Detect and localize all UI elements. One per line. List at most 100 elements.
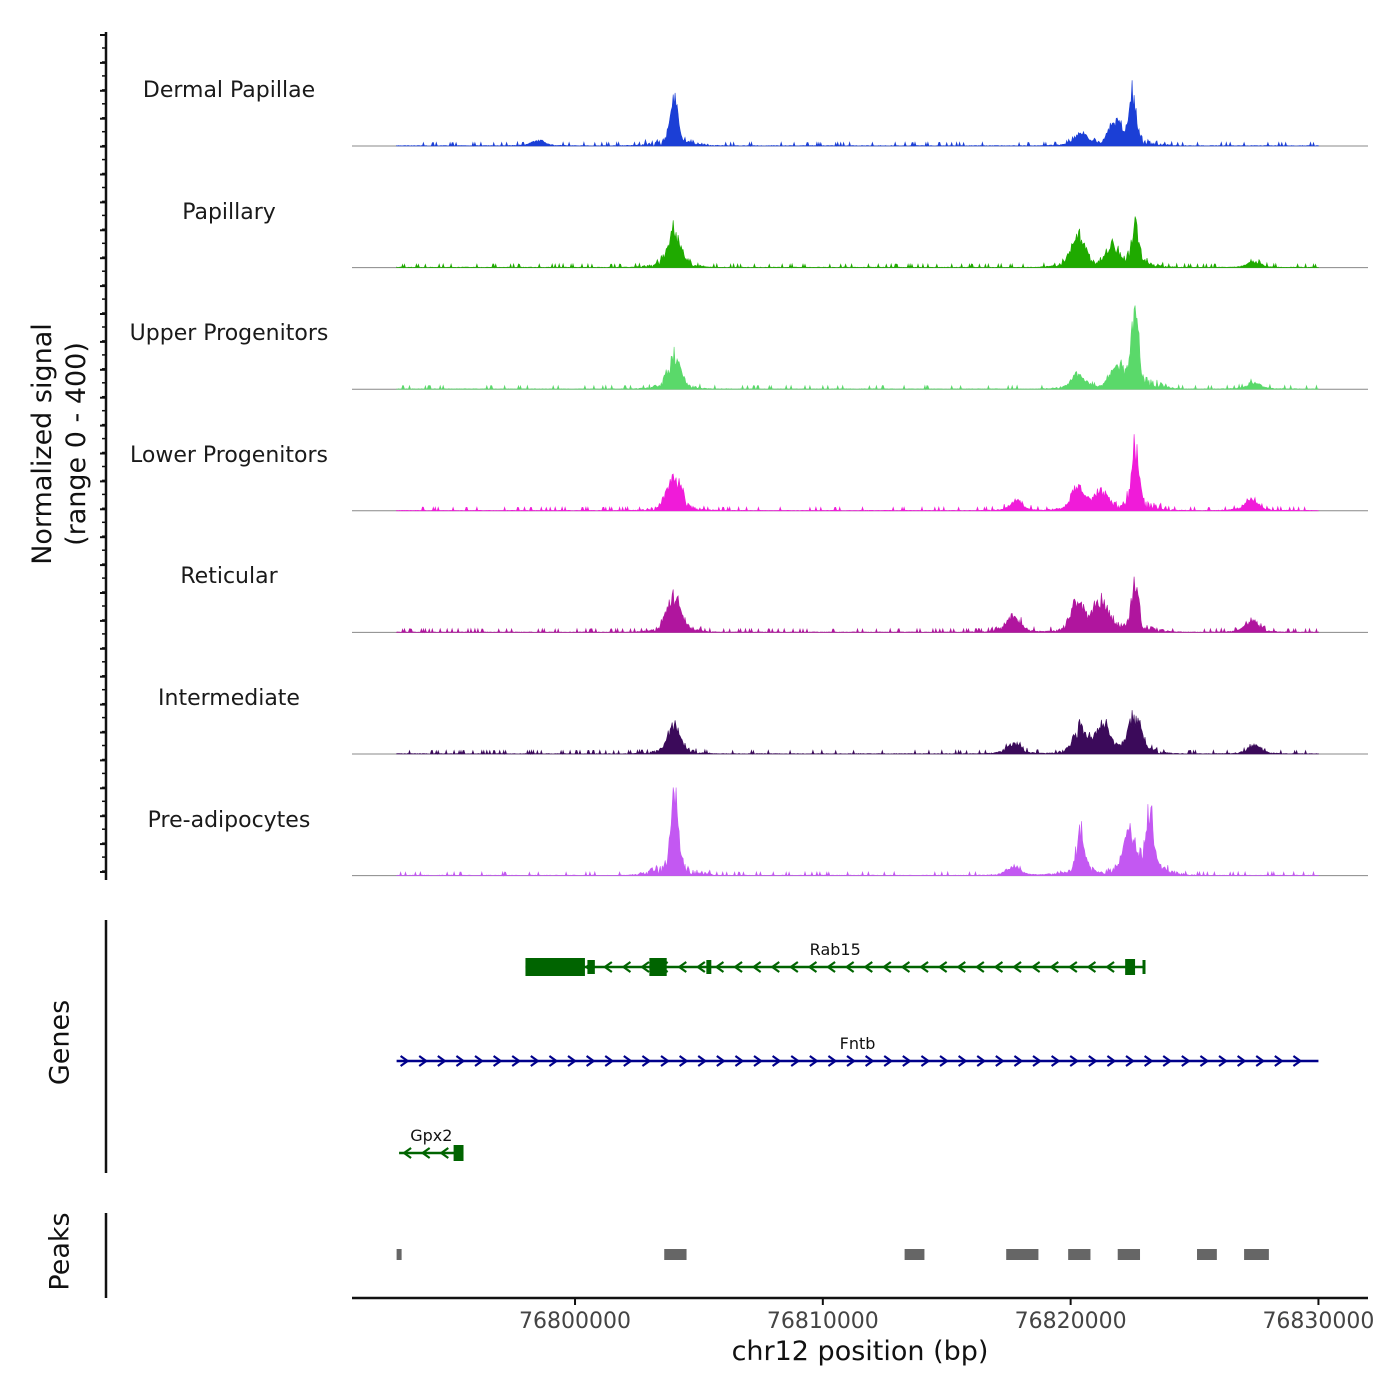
strand-arrow <box>677 961 687 973</box>
strand-arrow <box>993 961 1004 973</box>
strand-arrow <box>1255 1055 1266 1067</box>
strand-arrow <box>1067 961 1078 973</box>
track-label: Papillary <box>182 199 276 225</box>
strand-arrow <box>827 1055 838 1067</box>
gene-exon <box>453 1145 464 1161</box>
strand-arrow <box>439 1147 449 1159</box>
strand-arrow <box>602 961 613 973</box>
strand-arrow <box>957 1055 968 1067</box>
strand-arrow <box>1088 1055 1098 1067</box>
x-tick-label: 76810000 <box>767 1309 879 1334</box>
strand-arrow <box>492 1055 503 1067</box>
signal-area-intermediate <box>396 710 1319 756</box>
strand-arrow <box>883 1055 894 1067</box>
strand-arrow <box>511 1055 522 1067</box>
gene-exon <box>706 960 712 974</box>
signal-area-papillary <box>396 216 1319 269</box>
signal-area-lower-progenitors <box>396 434 1319 512</box>
peak-region <box>1006 1249 1039 1260</box>
strand-arrow <box>863 961 873 973</box>
signal-axis-title: Normalized signal (range 0 - 400) <box>0 323 320 565</box>
strand-arrow <box>678 1055 689 1067</box>
strand-arrow <box>956 961 966 973</box>
strand-arrow <box>716 1055 726 1067</box>
strand-arrow <box>995 1055 1005 1067</box>
peak-region <box>1197 1249 1217 1260</box>
strand-arrow <box>418 1055 429 1067</box>
strand-arrow <box>437 1055 447 1067</box>
strand-arrow <box>641 1055 652 1067</box>
strand-arrow <box>753 1055 763 1067</box>
gene-exon <box>525 958 585 976</box>
strand-arrow <box>771 1055 782 1067</box>
signal-axis-title-line1: Normalized signal <box>27 323 58 565</box>
gene-exon <box>1142 960 1146 974</box>
strand-arrow <box>402 1147 412 1159</box>
strand-arrow <box>1069 1055 1080 1067</box>
genes-axis-title: Genes <box>44 999 76 1086</box>
strand-arrow <box>976 1055 987 1067</box>
x-tick-label: 76830000 <box>1262 1309 1374 1334</box>
strand-arrow <box>1181 1055 1191 1067</box>
strand-arrow <box>474 1055 484 1067</box>
strand-arrow <box>939 1055 949 1067</box>
strand-arrow <box>621 961 632 973</box>
strand-arrow <box>660 1055 670 1067</box>
strand-arrow <box>790 1055 801 1067</box>
strand-arrow <box>826 961 836 973</box>
gene-exon <box>587 960 595 974</box>
strand-arrow <box>1049 961 1059 973</box>
peak-region <box>1244 1249 1269 1260</box>
track-label: Lower Progenitors <box>130 442 328 468</box>
strand-arrow <box>920 1055 931 1067</box>
peak-region <box>396 1249 402 1260</box>
strand-arrow <box>788 961 799 973</box>
strand-arrow <box>1032 1055 1042 1067</box>
gene-label: Gpx2 <box>410 1126 452 1145</box>
track-label: Pre-adipocytes <box>147 807 311 833</box>
strand-arrow <box>770 961 780 973</box>
peak-region <box>904 1249 925 1260</box>
strand-arrow <box>881 961 892 973</box>
gene-exon <box>649 958 667 976</box>
strand-arrow <box>585 1055 596 1067</box>
peak-region <box>664 1249 687 1260</box>
strand-arrow <box>864 1055 875 1067</box>
strand-arrow <box>733 961 743 973</box>
strand-arrow <box>604 1055 615 1067</box>
strand-arrow <box>900 961 911 973</box>
strand-arrow <box>974 961 985 973</box>
strand-arrow <box>844 961 855 973</box>
strand-arrow <box>548 1055 559 1067</box>
gene-label: Rab15 <box>810 940 861 959</box>
x-axis-title: chr12 position (bp) <box>731 1336 989 1367</box>
strand-arrow <box>1162 1055 1173 1067</box>
strand-arrow <box>714 961 725 973</box>
strand-arrow <box>1143 1055 1154 1067</box>
strand-arrow <box>1105 961 1115 973</box>
signal-axis-title-line2: (range 0 - 400) <box>61 342 92 546</box>
strand-arrow <box>1199 1055 1210 1067</box>
track-label: Intermediate <box>158 686 300 711</box>
track-label: Reticular <box>180 564 278 590</box>
strand-arrow <box>919 961 929 973</box>
strand-arrow <box>902 1055 912 1067</box>
strand-arrow <box>1106 1055 1117 1067</box>
strand-arrow <box>937 961 948 973</box>
x-tick-label: 76800000 <box>519 1309 631 1334</box>
track-label: Upper Progenitors <box>129 321 329 347</box>
strand-arrow <box>697 1055 708 1067</box>
signal-area-pre-adipocytes <box>396 787 1319 877</box>
strand-arrow <box>809 1055 819 1067</box>
gene-label: Fntb <box>840 1034 876 1053</box>
strand-arrow <box>455 1055 466 1067</box>
strand-arrow <box>1086 961 1097 973</box>
strand-arrow <box>734 1055 745 1067</box>
peak-region <box>1068 1249 1091 1260</box>
gene-exon <box>1125 959 1136 975</box>
strand-arrow <box>1125 1055 1135 1067</box>
strand-arrow <box>751 961 762 973</box>
peaks-axis-title: Peaks <box>44 1212 76 1291</box>
strand-arrow <box>846 1055 856 1067</box>
